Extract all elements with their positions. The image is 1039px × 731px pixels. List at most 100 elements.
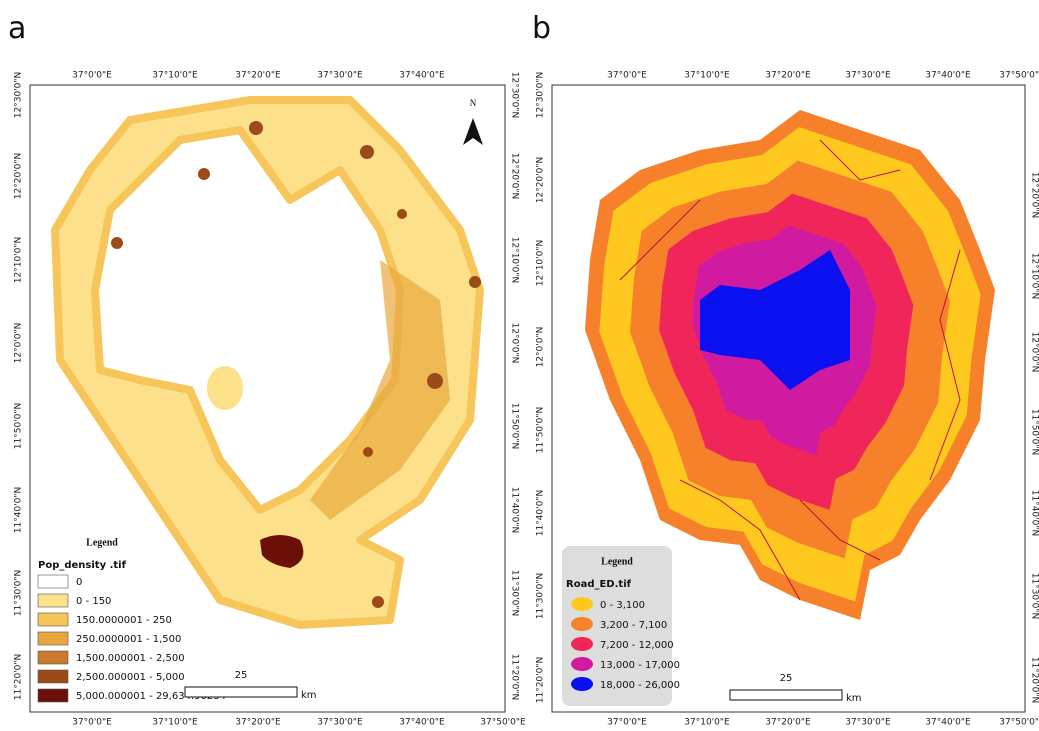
top-tick-label: 37°20'0"E <box>765 71 811 81</box>
right-tick-label: 12°0'0"N <box>510 323 520 364</box>
zone-5 <box>700 250 850 390</box>
scale-value: 25 <box>235 670 248 681</box>
top-tick-label: 37°0'0"E <box>607 71 647 81</box>
top-tick-label: 37°10'0"E <box>684 71 730 81</box>
legend-heading: Legend <box>86 537 118 548</box>
right-tick-label: 11°50'0"N <box>1030 409 1039 455</box>
left-tick-label: 11°20'0"N <box>14 654 24 700</box>
scale-unit: km <box>846 693 862 704</box>
right-tick-label: 12°10'0"N <box>510 237 520 283</box>
left-tick-label: 11°50'0"N <box>536 407 546 453</box>
right-tick-label: 12°20'0"N <box>1030 172 1039 218</box>
bottom-tick-label: 37°40'0"E <box>399 718 445 728</box>
panel-label: b <box>532 11 551 46</box>
top-tick-label: 37°40'0"E <box>399 71 445 81</box>
top-tick-label: 37°30'0"E <box>845 71 891 81</box>
bottom-tick-label: 37°30'0"E <box>317 718 363 728</box>
left-tick-label: 11°40'0"N <box>14 487 24 533</box>
top-tick-label: 37°20'0"E <box>235 71 281 81</box>
left-tick-label: 12°30'0"N <box>14 72 24 118</box>
right-tick-label: 12°20'0"N <box>510 153 520 199</box>
density-area <box>51 96 484 629</box>
legend-swatch <box>37 688 69 703</box>
legend-swatch <box>37 593 69 608</box>
scale-value: 25 <box>780 673 793 684</box>
left-tick-label: 11°50'0"N <box>14 403 24 449</box>
bottom-tick-label: 37°0'0"E <box>607 718 647 728</box>
legend-label: 5,000.000001 - 29,634.90234 <box>76 691 226 702</box>
panel-label: a <box>8 11 26 46</box>
top-tick-label: 37°30'0"E <box>317 71 363 81</box>
right-tick-label: 11°30'0"N <box>510 570 520 616</box>
legend-label: 0 - 150 <box>76 596 111 607</box>
bottom-tick-label: 37°0'0"E <box>72 718 112 728</box>
legend-swatch <box>37 669 69 684</box>
legend-swatch <box>571 617 593 631</box>
scale-bar <box>729 689 843 701</box>
right-tick-label: 11°20'0"N <box>1030 657 1039 703</box>
legend-swatch <box>37 650 69 665</box>
left-tick-label: 11°20'0"N <box>536 657 546 703</box>
density-area <box>310 260 450 520</box>
panel-a: a N 37°0'0"E 37°10'0"E 37°20'0"E 37°30'0"E 3… <box>8 11 526 728</box>
left-tick-label: 11°30'0"N <box>14 570 24 616</box>
legend-label: 0 <box>76 577 82 588</box>
legend-label: 3,200 - 7,100 <box>600 620 667 631</box>
right-tick-label: 11°50'0"N <box>510 403 520 449</box>
left-tick-label: 12°20'0"N <box>536 157 546 203</box>
left-tick-label: 12°0'0"N <box>14 323 24 364</box>
bottom-tick-label: 37°40'0"E <box>925 718 971 728</box>
bottom-tick-label: 37°10'0"E <box>152 718 198 728</box>
left-tick-label: 11°30'0"N <box>536 573 546 619</box>
left-tick-label: 12°10'0"N <box>536 240 546 286</box>
legend-swatch <box>37 612 69 627</box>
legend-label: 13,000 - 17,000 <box>600 660 680 671</box>
top-tick-label: 37°0'0"E <box>72 71 112 81</box>
scale-unit: km <box>301 690 317 701</box>
north-label: N <box>470 98 477 108</box>
right-tick-label: 12°0'0"N <box>1030 332 1039 373</box>
legend-swatch <box>37 574 69 589</box>
left-tick-label: 11°40'0"N <box>536 490 546 536</box>
bottom-tick-label: 37°50'0"E <box>999 718 1039 728</box>
legend-label: 1,500.000001 - 2,500 <box>76 653 185 664</box>
legend-title: Road_ED.tif <box>566 579 632 590</box>
hotspots <box>111 121 481 608</box>
right-tick-label: 11°30'0"N <box>1030 573 1039 619</box>
legend-label: 18,000 - 26,000 <box>600 680 680 691</box>
right-tick-label: 11°20'0"N <box>510 654 520 700</box>
legend-label: 0 - 3,100 <box>600 600 645 611</box>
bottom-tick-label: 37°20'0"E <box>235 718 281 728</box>
left-tick-label: 12°10'0"N <box>14 237 24 283</box>
legend-swatch <box>571 657 593 671</box>
north-arrow <box>463 118 483 145</box>
legend-swatch <box>571 597 593 611</box>
bottom-tick-label: 37°30'0"E <box>845 718 891 728</box>
bottom-tick-label: 37°50'0"E <box>480 718 526 728</box>
legend-label: 150.0000001 - 250 <box>76 615 172 626</box>
hotspot <box>260 535 304 568</box>
panel-b: b 37°0'0"E 37°10'0"E 37°20'0"E 37°30'0"E 37°… <box>532 11 1039 728</box>
legend-swatch <box>571 677 593 691</box>
right-tick-label: 11°40'0"N <box>510 487 520 533</box>
left-tick-label: 12°30'0"N <box>536 72 546 118</box>
left-tick-label: 12°20'0"N <box>14 153 24 199</box>
legend-title: Pop_density .tif <box>38 560 127 571</box>
top-tick-label: 37°10'0"E <box>152 71 198 81</box>
scale-bar <box>184 686 298 698</box>
right-tick-label: 12°10'0"N <box>1030 253 1039 299</box>
bottom-tick-label: 37°20'0"E <box>765 718 811 728</box>
legend-label: 2,500.000001 - 5,000 <box>76 672 185 683</box>
legend-label: 250.0000001 - 1,500 <box>76 634 181 645</box>
top-tick-label: 37°40'0"E <box>925 71 971 81</box>
bottom-tick-label: 37°10'0"E <box>684 718 730 728</box>
right-tick-label: 11°40'0"N <box>1030 490 1039 536</box>
density-area <box>207 366 243 410</box>
roads <box>619 139 961 601</box>
top-tick-label: 37°50'0"E <box>999 71 1039 81</box>
legend-swatch <box>571 637 593 651</box>
legend-label: 7,200 - 12,000 <box>600 640 674 651</box>
left-tick-label: 12°0'0"N <box>536 327 546 368</box>
legend-heading: Legend <box>601 556 633 567</box>
